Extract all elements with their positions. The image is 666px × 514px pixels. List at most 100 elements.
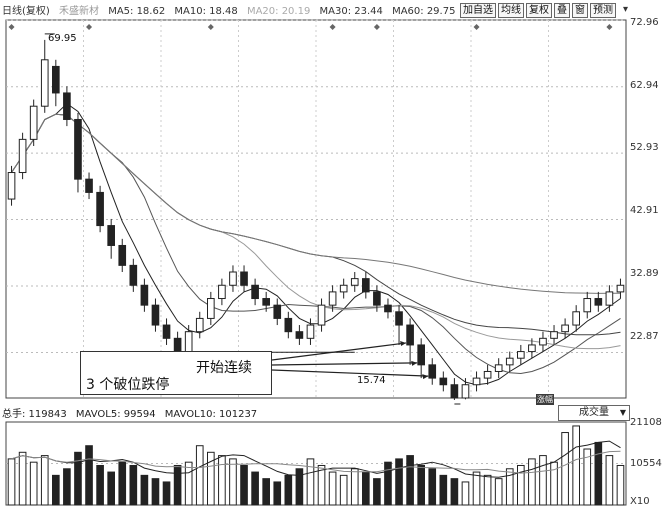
- window-button[interactable]: 窗: [572, 3, 588, 18]
- volume-bar: [7, 458, 16, 506]
- volume-bar: [229, 458, 237, 506]
- candle-down: [384, 304, 392, 313]
- candle-up: [207, 298, 215, 319]
- volume-bar: [350, 468, 359, 506]
- candle-up: [517, 351, 525, 359]
- volume-bar: [328, 471, 337, 506]
- volume-bar: [284, 474, 293, 506]
- candle-down: [594, 298, 603, 306]
- ma30-value: MA30: 23.44: [319, 6, 383, 17]
- volume-bar: [417, 464, 426, 506]
- event-diamond-icon: [473, 24, 480, 30]
- stock-name: 禾盛新材: [59, 6, 99, 17]
- ma-line-ma60: [11, 113, 621, 294]
- price-axis-tick: 72.96: [630, 17, 659, 28]
- volume-bar: [528, 458, 536, 506]
- volume-indicator-select[interactable]: 成交量 ▼: [558, 405, 630, 421]
- volume-bar: [384, 461, 392, 506]
- overlay-button[interactable]: 叠: [554, 3, 570, 18]
- candle-up: [306, 324, 315, 339]
- candle-up: [184, 331, 193, 353]
- volume-bar: [29, 461, 38, 506]
- volume-bar: [273, 481, 282, 506]
- volume-bar: [561, 432, 569, 506]
- volume-bar: [195, 445, 204, 506]
- volume-bar: [539, 455, 547, 506]
- annotation-arrow: [271, 369, 429, 377]
- volume-bar: [129, 464, 138, 506]
- event-diamond-icon: [606, 24, 613, 30]
- candle-down: [406, 324, 414, 346]
- volume-bar: [605, 455, 614, 506]
- volume-bar: [339, 474, 348, 506]
- ma-line-ma5: [11, 102, 621, 386]
- candle-down: [74, 118, 82, 180]
- candle-down: [362, 278, 370, 293]
- adjust-button[interactable]: 复权: [526, 3, 552, 18]
- volume-bar: [52, 474, 60, 506]
- low-price-label: 15.74: [357, 375, 386, 386]
- volume-bar: [450, 478, 459, 506]
- volume-bar: [295, 468, 304, 506]
- mavol10-line: [11, 450, 621, 474]
- annotation-box: [80, 351, 272, 395]
- period-title[interactable]: 日线(复权): [2, 6, 50, 17]
- header-bar: 日线(复权) 禾盛新材 MA5: 18.62 MA10: 18.48 MA20:…: [2, 2, 461, 18]
- volume-bar: [151, 478, 160, 506]
- volume-bar: [207, 451, 215, 506]
- toolbar: 加自选 均线 复权 叠 窗 预测: [460, 3, 616, 18]
- volume-bar: [63, 468, 71, 506]
- price-axis-tick: 62.94: [630, 80, 659, 91]
- arrow-head-icon: [400, 340, 407, 346]
- event-diamond-icon: [207, 24, 214, 30]
- volume-bar: [616, 464, 625, 506]
- candle-down: [373, 291, 381, 306]
- volume-bar: [107, 471, 115, 506]
- volume-bar: [74, 451, 82, 506]
- candle-down: [173, 337, 182, 353]
- candle-up: [550, 331, 558, 339]
- volume-bar: [251, 471, 259, 506]
- volume-bar: [583, 448, 592, 506]
- candle-up: [29, 105, 38, 140]
- candle-up: [505, 357, 514, 366]
- ma10-value: MA10: 18.48: [174, 6, 238, 17]
- forecast-button[interactable]: 预测: [590, 3, 616, 18]
- volume-bar: [140, 474, 149, 506]
- candle-up: [7, 172, 16, 200]
- candle-up: [605, 291, 614, 306]
- annotation-text-1: 开始连续: [196, 360, 252, 376]
- volume-bar: [118, 461, 127, 506]
- candle-up: [350, 278, 359, 286]
- volume-bar: [40, 455, 49, 506]
- candle-up: [218, 284, 226, 300]
- candle-down: [129, 264, 138, 286]
- add-favorite-button[interactable]: 加自选: [460, 3, 496, 18]
- annotation-arrow: [271, 362, 418, 366]
- candle-down: [450, 384, 459, 399]
- ma-button[interactable]: 均线: [498, 3, 524, 18]
- volume-bar: [96, 464, 104, 506]
- volume-header: 总手: 119843 MAVOL5: 99594 MAVOL10: 101237: [2, 405, 263, 420]
- chevron-down-icon[interactable]: ▾: [622, 4, 628, 15]
- arrow-head-icon: [422, 374, 429, 380]
- volume-bar: [572, 425, 580, 506]
- candle-up: [18, 138, 27, 174]
- volume-axis-tick: 21108: [630, 417, 662, 428]
- candle-up: [317, 304, 326, 326]
- candle-down: [295, 331, 304, 339]
- volume-bar: [472, 471, 481, 506]
- candle-up: [572, 311, 580, 326]
- volume-bar: [306, 458, 315, 506]
- volume-bar: [184, 461, 193, 506]
- candle-up: [195, 317, 204, 333]
- volume-bar: [461, 481, 470, 506]
- mavol10: MAVOL10: 101237: [164, 409, 258, 420]
- volume-axis-unit: X10: [630, 496, 650, 507]
- volume-bar: [517, 464, 525, 506]
- price-axis-tick: 52.93: [630, 142, 659, 153]
- candle-up: [539, 337, 547, 346]
- candle-up: [583, 298, 592, 313]
